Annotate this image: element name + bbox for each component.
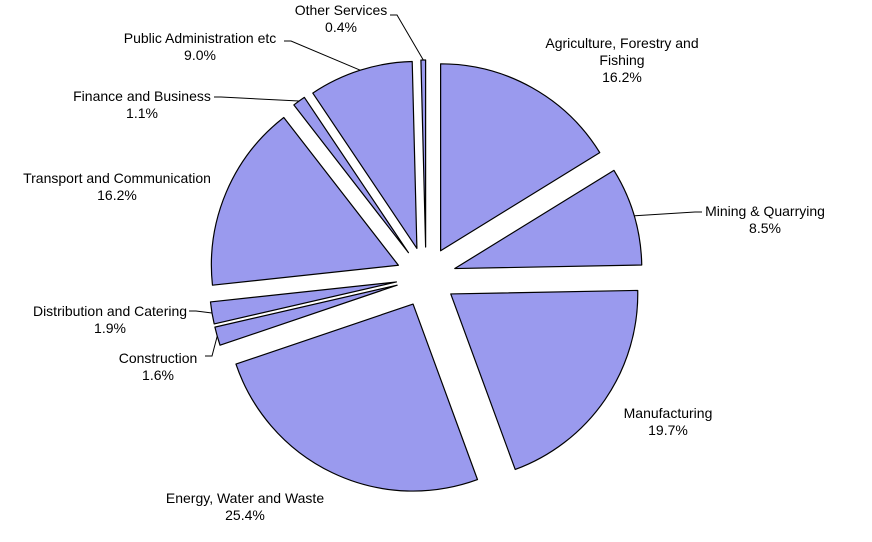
- pie-slice-mining: [454, 169, 643, 270]
- pie-slice-finance: [293, 96, 410, 254]
- pie-slice-public_admin: [312, 60, 418, 250]
- pie-slice-transport: [210, 116, 399, 286]
- pie-slice-distribution: [209, 281, 398, 325]
- leader-line-distribution: [189, 310, 213, 314]
- pie-slice-energy: [235, 303, 479, 492]
- leader-line-construction: [205, 336, 218, 357]
- pie-slice-other_services: [420, 59, 427, 248]
- leader-line-public_admin: [284, 40, 361, 71]
- leader-line-other_services: [390, 14, 424, 61]
- pie-slice-agriculture: [440, 63, 601, 252]
- leader-line-mining: [634, 211, 702, 217]
- leader-line-finance: [214, 96, 300, 102]
- pie-slice-manufacturing: [450, 289, 639, 471]
